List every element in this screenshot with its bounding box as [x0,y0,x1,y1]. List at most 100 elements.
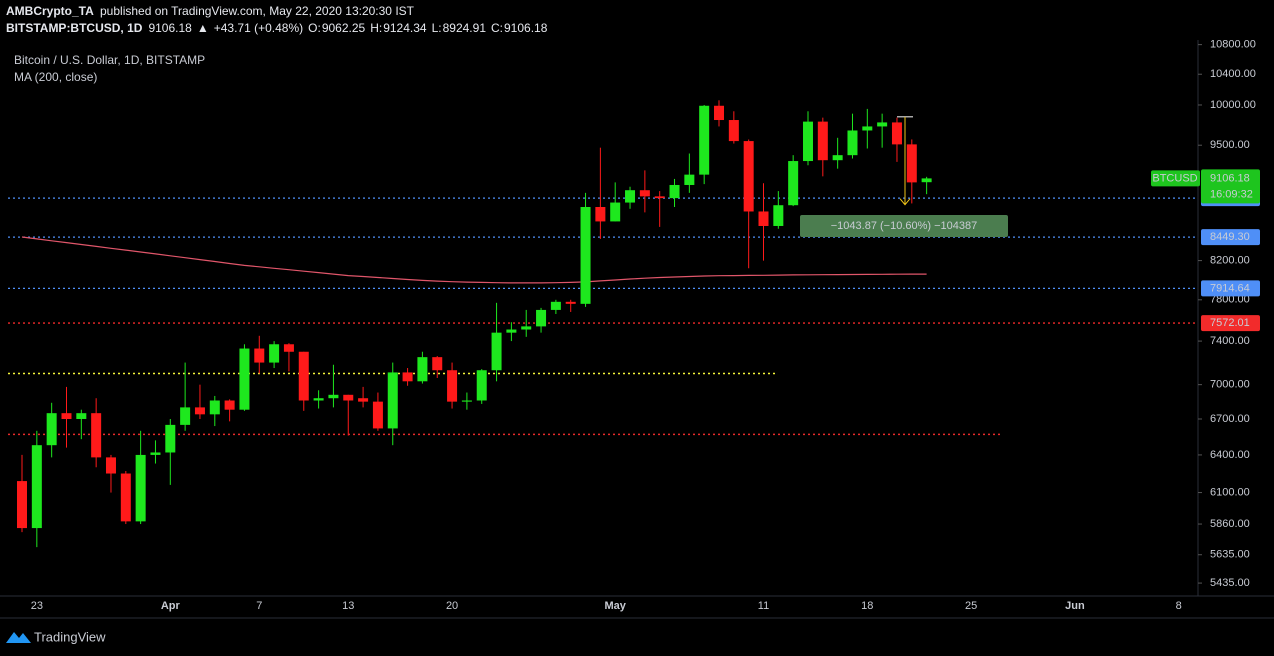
candle-body [862,126,873,131]
candle-body [269,344,280,363]
y-tick-label: 10000.00 [1210,99,1256,111]
candle-body [610,202,621,222]
x-tick-label: Apr [161,600,181,612]
candle-body [906,144,917,183]
candle-body [91,413,102,458]
measure-box [800,215,1008,237]
countdown: 16:09:32 [1210,188,1253,200]
candle-body [328,394,339,399]
price-line-tag [1201,315,1260,332]
candle-body [194,407,205,415]
candle-body [891,122,902,145]
logo [6,632,31,643]
y-tick-label: 10800.00 [1210,39,1256,51]
published: published on TradingView.com, May 22, 20… [100,4,415,18]
price-line-tag [1201,229,1260,246]
logo-mark [6,632,31,643]
y-tick-label: 6100.00 [1210,486,1250,498]
candle-body [209,400,220,415]
last-price-name-tag [1151,170,1200,187]
author: AMBCrypto_TA [6,4,94,18]
candle-body [105,457,116,474]
candle-body [654,196,665,199]
candle-body [714,105,725,121]
y-tick-label: 6700.00 [1210,413,1250,425]
x-tick-label: May [604,600,626,612]
candle-body [817,121,828,161]
candle-body [61,413,72,420]
ohlc-value: 9062.25 [322,21,366,35]
candle-body [921,178,932,183]
y-tick-label: 10400.00 [1210,68,1256,80]
candle-body [180,407,191,425]
y-tick-label: 7400.00 [1210,335,1250,347]
candle-body [372,401,383,429]
candle-body [46,413,57,446]
candle-body [625,190,636,203]
candle-body [877,122,888,127]
last-price-name: BTCUSD [1152,172,1197,184]
ohlc-value: 8924.91 [443,21,487,35]
ohlc-label: H: [370,21,382,35]
price-line-label: 7914.64 [1210,282,1250,294]
candle-body [758,211,769,226]
candle-body [847,130,858,156]
candle-body [224,400,235,410]
x-tick-label: 11 [758,600,769,612]
y-tick-label: 5435.00 [1210,577,1250,589]
last-price-tag [1201,169,1260,204]
candle-body [239,348,250,410]
candle-body [387,372,398,429]
measure-label: −1043.87 (−10.60%) −104387 [831,220,978,232]
candle-body [358,398,369,402]
price-line-label: 8449.30 [1210,231,1250,243]
y-tick-label: 5635.00 [1210,549,1250,561]
chart-title: Bitcoin / U.S. Dollar, 1D, BITSTAMP [14,53,205,67]
ohlc-value: 9106.18 [504,21,548,35]
candle-body [313,398,324,401]
x-tick-label: Jun [1065,600,1085,612]
candle-body [135,454,146,522]
x-tick-label: 23 [31,600,43,612]
y-tick-label: 7000.00 [1210,379,1250,391]
candle-body [31,445,42,529]
x-tick-label: 25 [965,600,977,612]
candle-body [580,207,591,304]
candle-body [76,413,87,420]
candle-body [461,400,472,402]
candle-body [595,207,606,222]
candle-body [417,357,428,382]
candle-body [565,301,576,304]
candle-body [283,344,294,352]
last-price: 9106.18 [148,21,192,35]
ohlc-value: 9124.34 [383,21,427,35]
candle-body [165,424,176,453]
indicator-name: MA (200, close) [14,70,97,84]
ma-line [21,236,927,284]
candle-body [298,351,309,401]
candle-body [743,141,754,212]
candle-body [447,370,458,402]
candle-body [802,121,813,162]
x-tick-label: 8 [1176,600,1182,612]
x-tick-label: 13 [342,600,354,612]
ohlc-label: L: [432,21,442,35]
change: +43.71 (+0.48%) [214,21,303,35]
y-tick-label: 8200.00 [1210,254,1250,266]
candle-body [536,309,547,327]
y-tick-label: 7800.00 [1210,294,1250,306]
ohlc-label: O: [308,21,321,35]
candle-body [639,190,650,197]
candle-body [17,481,27,529]
y-tick-label: 9500.00 [1210,139,1250,151]
last-price-label: 9106.18 [1210,172,1250,184]
candle-body [669,184,680,199]
symbol: BITSTAMP:BTCUSD, 1D [6,21,143,35]
candle-body [699,105,710,175]
candle-body [491,332,502,371]
candle-body [773,205,784,226]
x-tick-label: 18 [861,600,873,612]
candle-body [120,473,131,522]
candle-body [476,370,487,401]
